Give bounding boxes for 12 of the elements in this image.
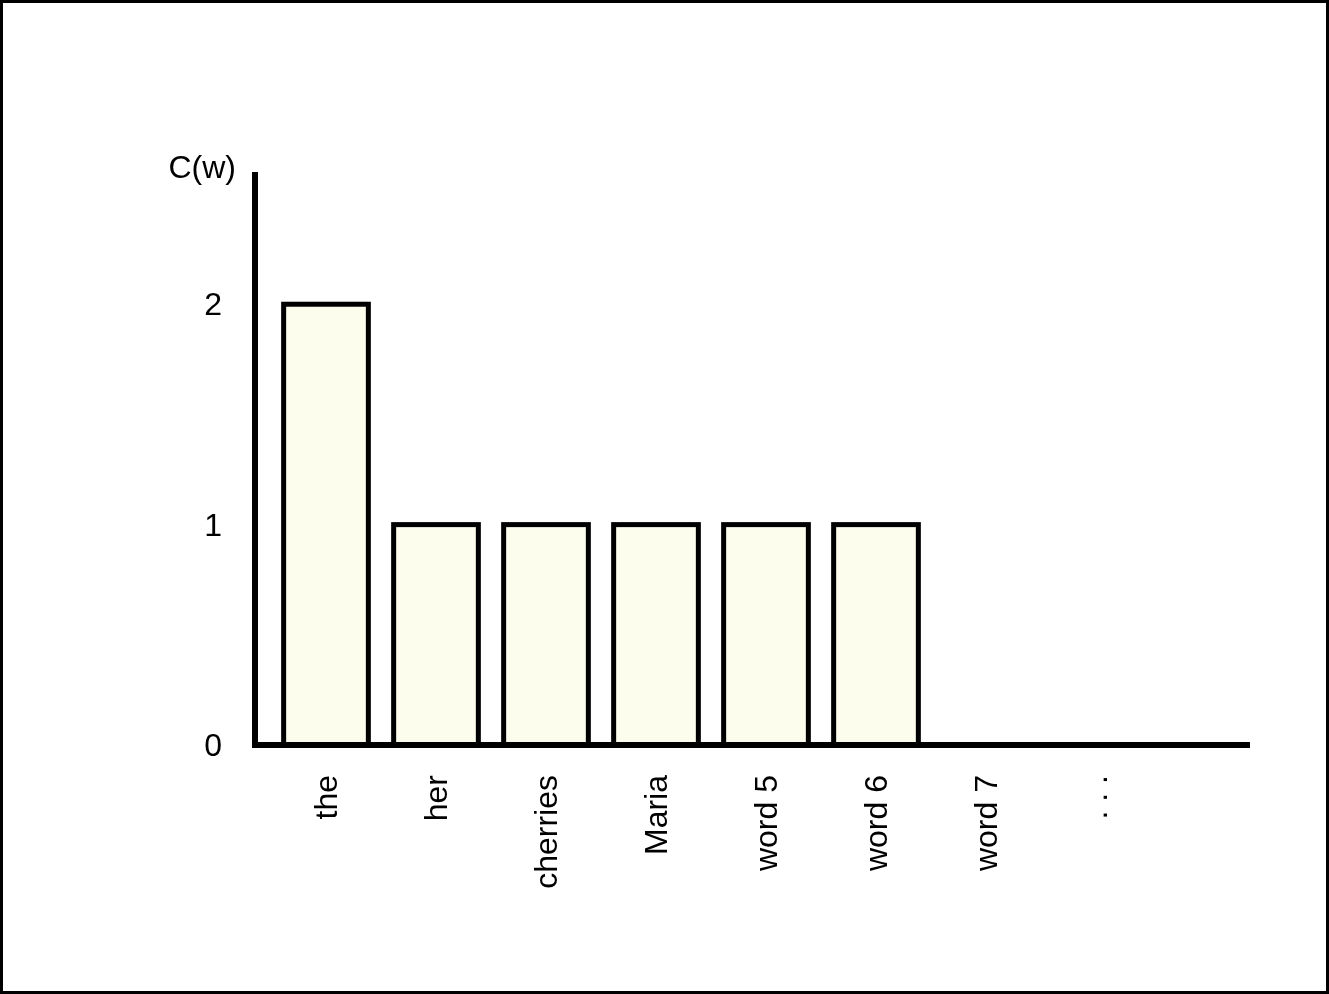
- x-tick-label: word 5: [748, 775, 785, 873]
- y-axis-title: C(w): [168, 149, 236, 185]
- x-tick-label: Maria: [638, 774, 675, 856]
- x-tick-label: word 6: [858, 775, 895, 873]
- x-tick-label: the: [308, 775, 345, 820]
- x-tick-label: word 7: [968, 775, 1005, 873]
- x-tick-label: her: [418, 774, 455, 822]
- x-tick-label: cherries: [528, 775, 565, 889]
- y-tick-label: 1: [204, 506, 222, 543]
- x-tick-label: . . .: [1078, 775, 1115, 820]
- y-tick-label: 0: [204, 727, 222, 764]
- y-tick-label: 2: [204, 286, 222, 323]
